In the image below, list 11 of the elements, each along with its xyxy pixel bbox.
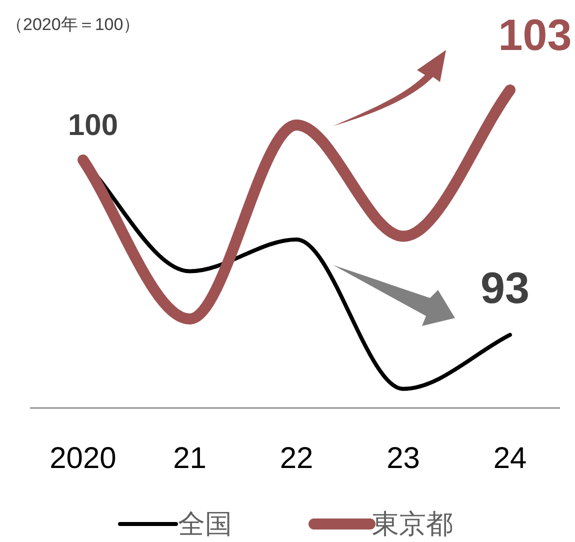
- annotation: 93: [480, 264, 530, 313]
- annotation: 100: [68, 108, 118, 142]
- x-tick-label: 24: [493, 442, 527, 475]
- legend-label: 東京都: [372, 509, 453, 539]
- annotation: 103: [498, 11, 572, 60]
- x-tick-label: 23: [386, 442, 420, 475]
- y-axis-title: （2020年＝100）: [6, 15, 140, 34]
- x-tick-label: 22: [280, 442, 314, 475]
- x-tick-label: 2020: [50, 442, 116, 475]
- legend-label: 全国: [178, 509, 232, 539]
- x-tick-label: 21: [173, 442, 206, 475]
